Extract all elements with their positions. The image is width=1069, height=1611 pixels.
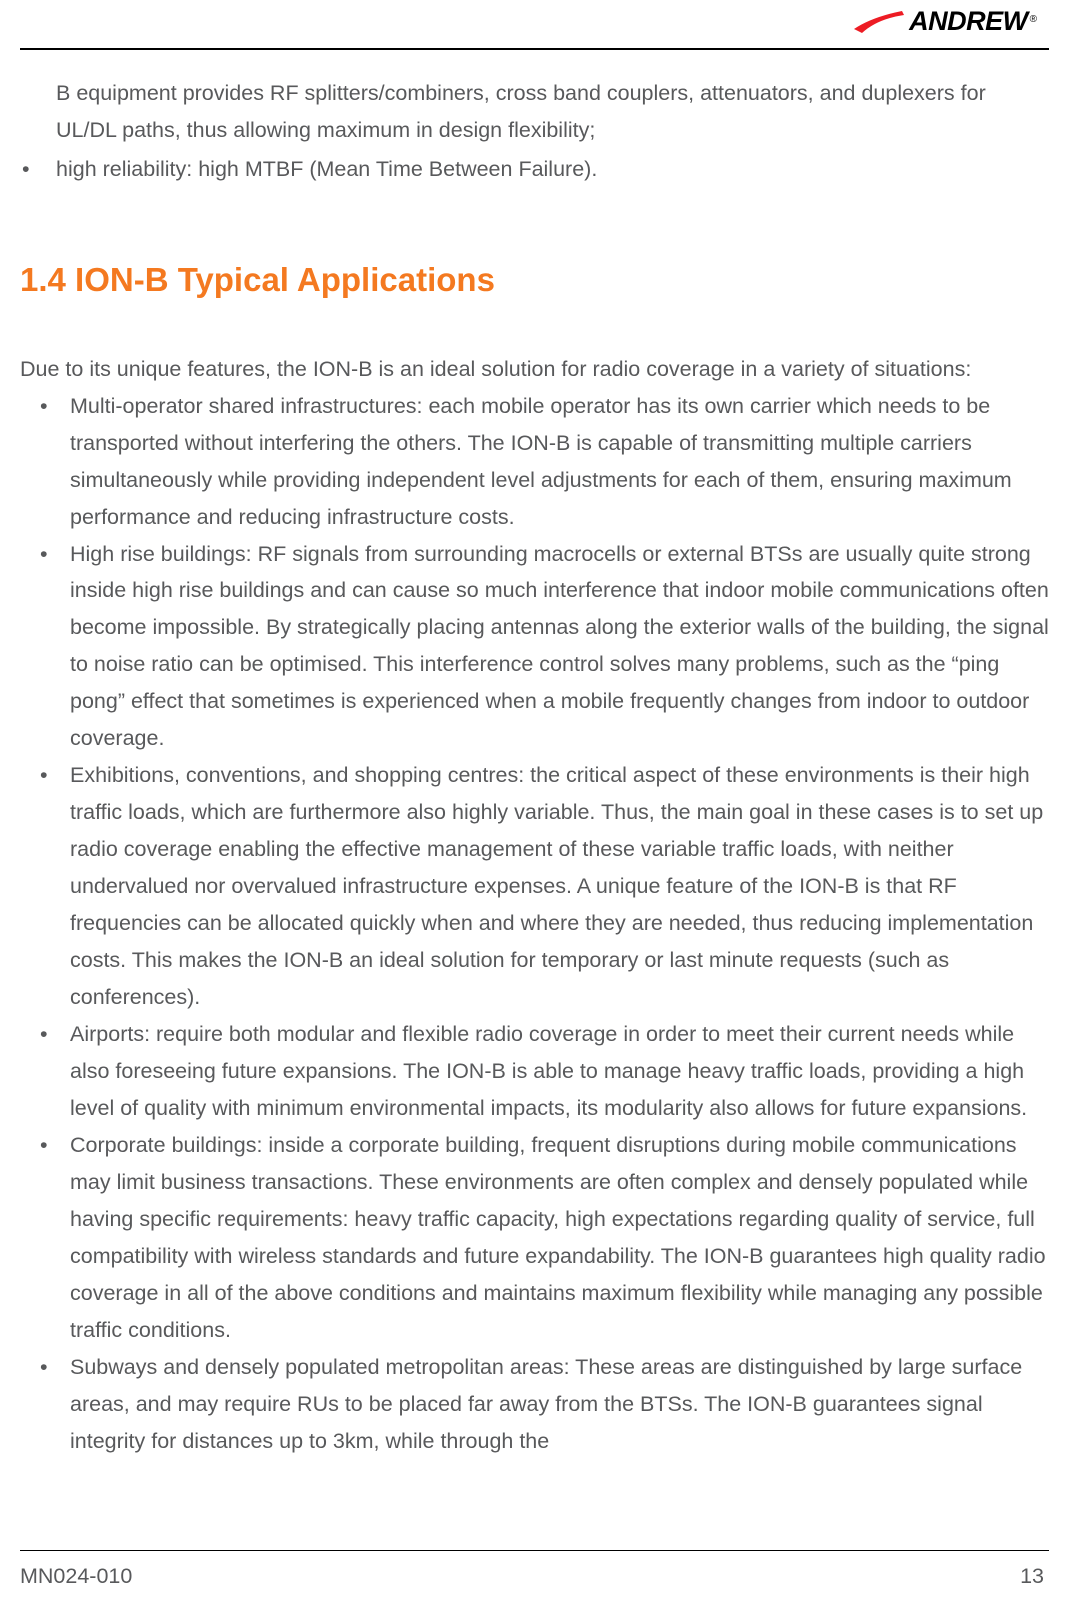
header-rule xyxy=(20,48,1049,50)
logo-brand-text: ANDREW xyxy=(909,6,1028,37)
bullet-text: Exhibitions, conventions, and shopping c… xyxy=(70,757,1049,1016)
applications-list: • Multi-operator shared infrastructures:… xyxy=(20,388,1049,1460)
registered-mark: ® xyxy=(1030,14,1037,25)
page-content: B equipment provides RF splitters/combin… xyxy=(20,75,1049,1460)
list-item: • Corporate buildings: inside a corporat… xyxy=(40,1127,1049,1349)
list-item: • Airports: require both modular and fle… xyxy=(40,1016,1049,1127)
bullet-text: Multi-operator shared infrastructures: e… xyxy=(70,388,1049,536)
section-heading: 1.4 ION-B Typical Applications xyxy=(20,252,1049,309)
list-item: • Subways and densely populated metropol… xyxy=(40,1349,1049,1460)
list-item: • High rise buildings: RF signals from s… xyxy=(40,536,1049,758)
document-id: MN024-010 xyxy=(20,1564,132,1589)
footer-rule xyxy=(20,1550,1049,1551)
bullet-text: Subways and densely populated metropolit… xyxy=(70,1349,1049,1460)
bullet-marker: • xyxy=(40,1127,70,1349)
intro-paragraph: Due to its unique features, the ION-B is… xyxy=(20,351,1049,388)
list-item: • Exhibitions, conventions, and shopping… xyxy=(40,757,1049,1016)
bullet-text: high reliability: high MTBF (Mean Time B… xyxy=(56,151,1049,188)
list-item: • Multi-operator shared infrastructures:… xyxy=(40,388,1049,536)
bullet-text: Airports: require both modular and flexi… xyxy=(70,1016,1049,1127)
brand-logo: ANDREW ® xyxy=(852,6,1037,37)
bullet-marker: • xyxy=(40,1349,70,1460)
bullet-marker: • xyxy=(40,388,70,536)
bullet-text: Corporate buildings: inside a corporate … xyxy=(70,1127,1049,1349)
bullet-marker: • xyxy=(20,151,56,188)
bullet-marker: • xyxy=(40,757,70,1016)
bullet-marker: • xyxy=(40,1016,70,1127)
bullet-marker: • xyxy=(40,536,70,758)
page-header: ANDREW ® xyxy=(0,0,1069,48)
page-footer: MN024-010 13 xyxy=(20,1564,1044,1589)
logo-swoosh-icon xyxy=(852,7,907,37)
bullet-text: High rise buildings: RF signals from sur… xyxy=(70,536,1049,758)
page-number: 13 xyxy=(1020,1564,1044,1589)
continuation-paragraph: B equipment provides RF splitters/combin… xyxy=(20,75,1049,149)
top-level-bullet: • high reliability: high MTBF (Mean Time… xyxy=(20,151,1049,188)
